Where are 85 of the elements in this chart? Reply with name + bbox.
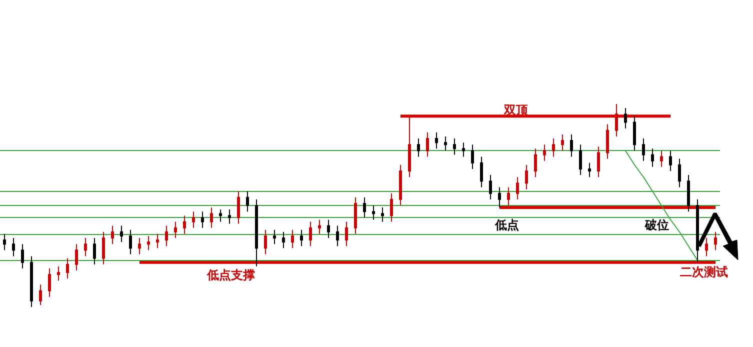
candlestick	[156, 233, 159, 249]
candlestick	[516, 176, 519, 200]
candlestick	[588, 162, 591, 178]
candlestick	[57, 266, 60, 282]
candlestick	[273, 229, 276, 245]
candlestick	[219, 209, 222, 222]
candlestick	[624, 108, 627, 129]
candlestick	[606, 124, 609, 160]
candlestick	[210, 207, 213, 228]
candlestick	[534, 148, 537, 178]
candlestick	[408, 116, 411, 178]
candlestick	[84, 237, 87, 257]
candlestick	[183, 215, 186, 234]
candlestick	[561, 134, 564, 152]
candlestick	[687, 174, 690, 212]
candlestick	[552, 138, 555, 158]
annotation: 破位	[644, 218, 669, 232]
annotation: 双顶	[503, 103, 529, 117]
candlestick	[444, 136, 447, 152]
candlestick	[579, 144, 582, 176]
candlestick	[318, 219, 321, 234]
candlestick	[399, 164, 402, 206]
candlestick	[696, 198, 699, 263]
candlestick	[489, 174, 492, 200]
candlestick	[615, 104, 618, 137]
candlestick	[165, 225, 168, 247]
candlestick	[3, 233, 6, 251]
candlestick	[93, 237, 96, 265]
annotation: 低点支撑	[206, 268, 255, 282]
candlestick	[462, 142, 465, 158]
candlestick	[138, 237, 141, 255]
annotation: 低点	[494, 218, 519, 232]
candlestick	[507, 186, 510, 206]
candlestick	[75, 244, 78, 271]
candlestick	[471, 144, 474, 170]
candlestick	[543, 144, 546, 162]
candlestick	[255, 198, 258, 267]
candlestick	[633, 116, 636, 152]
candlestick	[597, 146, 600, 178]
candlestick	[678, 158, 681, 188]
candlestick	[390, 192, 393, 222]
candlestick	[345, 221, 348, 247]
candlestick	[291, 229, 294, 249]
candlestick	[192, 211, 195, 228]
candlestick	[30, 256, 33, 308]
candlestick	[264, 229, 267, 255]
candlestick	[354, 196, 357, 234]
candlestick	[300, 229, 303, 247]
candlestick	[435, 132, 438, 150]
candlestick	[39, 284, 42, 306]
candlestick	[21, 244, 24, 269]
candlestick	[66, 258, 69, 280]
candlestick	[201, 211, 204, 228]
candlestick	[147, 235, 150, 251]
candlestick	[237, 190, 240, 224]
candlestick	[669, 150, 672, 172]
candlestick	[102, 231, 105, 265]
candlestick	[651, 148, 654, 168]
candlestick	[228, 209, 231, 224]
candlestick	[336, 225, 339, 247]
candlestick	[480, 156, 483, 188]
candlestick	[714, 231, 717, 251]
candlestick	[498, 186, 501, 208]
candlestick	[111, 225, 114, 245]
candlestick	[246, 190, 249, 212]
candlestick	[642, 138, 645, 162]
candlestick	[417, 138, 420, 158]
candlestick	[12, 237, 15, 257]
candlestick	[570, 134, 573, 158]
candlestick	[282, 231, 285, 249]
candlestick	[327, 219, 330, 238]
candlestick	[48, 268, 51, 298]
candlestick	[660, 150, 663, 168]
candlestick	[381, 207, 384, 222]
candlestick	[705, 237, 708, 257]
annotation: 二次测试	[680, 265, 728, 279]
candlestick	[453, 138, 456, 156]
candlestick	[174, 221, 177, 238]
candlestick	[525, 164, 528, 190]
candlestick	[426, 132, 429, 158]
candlestick	[120, 225, 123, 243]
candlestick	[363, 196, 366, 218]
candlestick	[372, 205, 375, 220]
candlestick	[309, 221, 312, 247]
candlestick	[129, 229, 132, 255]
